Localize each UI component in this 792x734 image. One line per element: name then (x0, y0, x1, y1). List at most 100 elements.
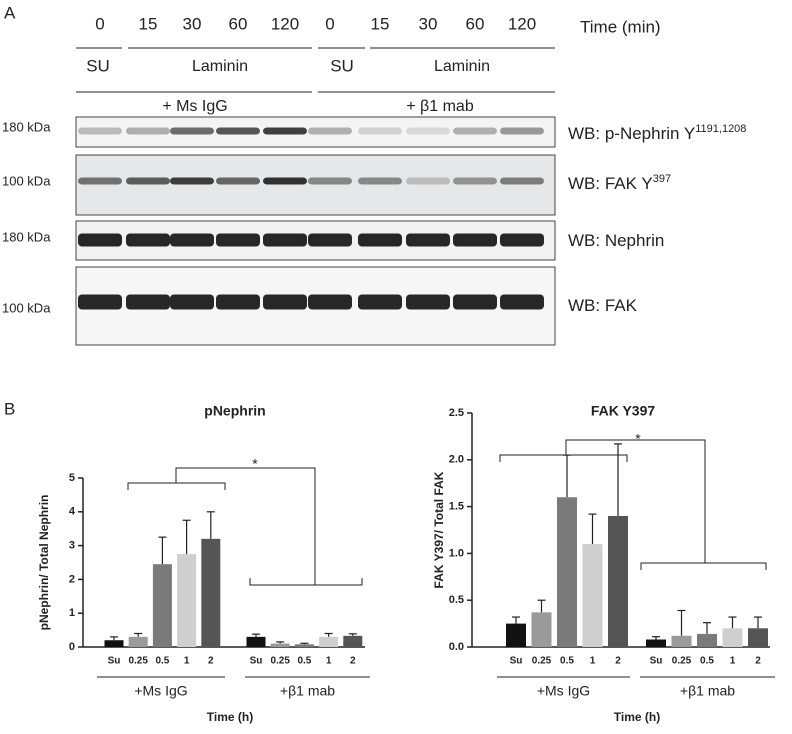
time-tick: 60 (229, 14, 248, 33)
x-tick-label: 2 (350, 656, 356, 667)
annotation: * (252, 456, 258, 472)
bar (246, 636, 266, 647)
x-tick-label: 0.5 (700, 656, 714, 667)
band (126, 127, 170, 135)
blot-label-text: WB: FAK (568, 296, 638, 315)
bar (748, 628, 768, 647)
size-label: 180 kDa (2, 119, 51, 134)
condition-label: Laminin (192, 58, 248, 75)
bar (177, 554, 197, 647)
chart-title: pNephrin (204, 403, 265, 419)
size-label: 180 kDa (2, 229, 51, 244)
condition-lines (76, 47, 555, 93)
size-label: 100 kDa (2, 300, 51, 315)
y-tick-label: 2.5 (449, 407, 464, 419)
band (406, 294, 450, 310)
y-axis-label: FAK Y397/ Total FAK (432, 471, 446, 588)
bar (506, 623, 526, 647)
time-tick: 120 (271, 14, 299, 33)
blot-box (75, 154, 556, 216)
x-tick-label: 2 (208, 656, 214, 667)
y-tick-label: 5 (69, 472, 75, 484)
x-axis-label: Time (h) (207, 710, 253, 724)
band (358, 233, 402, 247)
blot-label: WB: p-Nephrin Y1191,1208 (568, 123, 746, 144)
band (263, 294, 307, 310)
blot-box (75, 116, 556, 148)
blot-label: WB: FAK Y397 (568, 173, 671, 194)
band (453, 294, 497, 310)
bar (270, 643, 290, 647)
x-tick-label: Su (650, 656, 663, 667)
band (170, 294, 214, 310)
band (358, 127, 402, 135)
band (358, 294, 402, 310)
x-tick-label: 1 (590, 656, 596, 667)
bar (646, 639, 666, 647)
band (308, 294, 352, 310)
condition-label: SU (330, 56, 354, 75)
x-axis-label: Time (h) (614, 710, 660, 724)
time-tick: 0 (325, 14, 334, 33)
band (500, 127, 544, 135)
treatment-label: + β1 mab (406, 98, 474, 115)
band (216, 127, 260, 135)
y-tick-label: 0.0 (449, 641, 464, 653)
band (308, 127, 352, 135)
blot-label: WB: Nephrin (568, 231, 664, 250)
time-tick: 15 (371, 14, 390, 33)
x-tick-label: 0.25 (672, 656, 692, 667)
condition-label: Laminin (434, 58, 490, 75)
bar (343, 635, 363, 647)
bar (557, 497, 577, 647)
band (453, 177, 497, 185)
band (216, 233, 260, 247)
band (500, 233, 544, 247)
bar (319, 636, 339, 647)
x-tick-label: 1 (326, 656, 332, 667)
band (500, 177, 544, 185)
annotation: * (635, 431, 641, 447)
bar (201, 538, 221, 647)
group-label: +β1 mab (680, 683, 735, 699)
band (263, 177, 307, 185)
blot-label: WB: FAK (568, 296, 638, 315)
x-tick-label: Su (510, 656, 523, 667)
group-label: +Ms IgG (537, 683, 590, 699)
x-tick-label: 1 (184, 656, 190, 667)
x-tick-label: 0.25 (532, 656, 552, 667)
y-tick-label: 1.0 (449, 547, 464, 559)
band (406, 127, 450, 135)
group-label: +β1 mab (280, 683, 335, 699)
x-tick-label: 0.5 (297, 656, 311, 667)
band (126, 294, 170, 310)
band (78, 233, 122, 247)
blot-label-text: WB: Nephrin (568, 231, 664, 250)
y-tick-label: 0.5 (449, 594, 464, 606)
y-axis-label: pNephrin/ Total Nephrin (37, 495, 51, 631)
panel-label: A (4, 3, 16, 22)
y-tick-label: 0 (69, 641, 75, 653)
band (500, 294, 544, 310)
band (126, 177, 170, 185)
bar (671, 635, 692, 647)
y-tick-label: 4 (69, 506, 76, 518)
bar (531, 612, 552, 647)
treatment-label: + Ms IgG (162, 98, 227, 115)
band (308, 177, 352, 185)
significance-bracket (499, 439, 767, 570)
x-tick-label: Su (250, 656, 263, 667)
band (170, 233, 214, 247)
chart-title: FAK Y397 (591, 403, 656, 419)
y-tick-label: 2.0 (449, 454, 464, 466)
band (358, 177, 402, 185)
x-tick-label: 0.25 (128, 656, 148, 667)
band (78, 177, 122, 185)
x-tick-label: 0.5 (155, 656, 169, 667)
time-tick: 15 (139, 14, 158, 33)
band (263, 127, 307, 135)
band (216, 177, 260, 185)
time-tick: 30 (419, 14, 438, 33)
bar (608, 515, 628, 647)
